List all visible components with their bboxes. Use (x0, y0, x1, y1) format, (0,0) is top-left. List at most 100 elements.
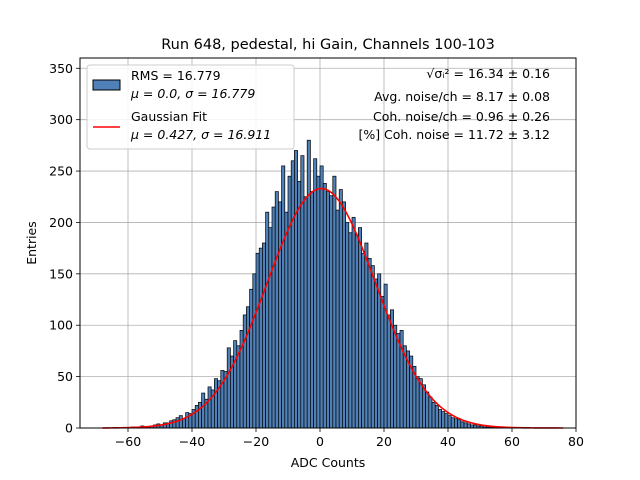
histogram-bar (329, 195, 334, 429)
annotation-coh-noise: Coh. noise/ch = 0.96 ± 0.26 (373, 109, 550, 124)
x-tick-label: 40 (440, 434, 456, 449)
histogram-bar (262, 242, 266, 429)
y-tick-label: 150 (49, 266, 73, 281)
histogram-bar (178, 415, 183, 429)
x-tick-label: 60 (504, 434, 520, 449)
histogram-bar (386, 314, 391, 429)
histogram-bar (274, 191, 279, 429)
histogram-bar (338, 189, 343, 429)
histogram-bars (130, 139, 503, 429)
annotation-coh-noise-percent: [%] Coh. noise = 11.72 ± 3.12 (358, 127, 550, 142)
x-tick-label: 20 (376, 434, 392, 449)
y-tick-label: 250 (49, 164, 73, 179)
histogram-bar (396, 333, 401, 429)
histogram-bar (258, 247, 263, 429)
histogram-bar (255, 252, 260, 429)
histogram-bar (342, 201, 346, 429)
annotation-sigma: √σᵢ² = 16.34 ± 0.16 (426, 66, 550, 81)
noise-annotations: √σᵢ² = 16.34 ± 0.16 Avg. noise/ch = 8.17… (358, 66, 550, 142)
histogram-bar (441, 411, 446, 429)
x-tick-label: −60 (115, 434, 141, 449)
histogram-bar (364, 242, 369, 429)
histogram-bar (175, 417, 180, 429)
histogram-bar (268, 227, 273, 429)
histogram-bar (434, 405, 439, 429)
histogram-bar (294, 150, 298, 429)
histogram-bar (306, 139, 311, 429)
histogram-bar (246, 306, 250, 429)
histogram-bar (249, 288, 254, 429)
histogram-bar (460, 421, 465, 429)
histogram-bar (345, 222, 350, 429)
legend-label-fit-params: μ = 0.427, σ = 16.911 (130, 127, 271, 142)
plot-frame (79, 57, 577, 429)
histogram-bar (278, 201, 282, 429)
histogram-bar (351, 216, 356, 429)
y-tick-label: 50 (57, 369, 73, 384)
legend-label-histogram: RMS = 16.779 (131, 68, 221, 83)
y-axis-ticks: 0 50 100 150 200 250 300 350 (49, 61, 80, 436)
histogram-bar (447, 415, 452, 429)
histogram-bar (198, 401, 202, 429)
histogram-bar (322, 183, 327, 429)
histogram-bar (444, 413, 449, 429)
histogram-bar (252, 273, 257, 429)
legend-label-fit: Gaussian Fit (131, 109, 207, 124)
x-tick-label: −20 (243, 434, 269, 449)
histogram-bar (207, 386, 212, 429)
histogram-bar (466, 423, 471, 429)
y-tick-label: 200 (49, 215, 73, 230)
histogram-bar (415, 376, 420, 429)
histogram-bar (303, 196, 308, 429)
histogram-bar (326, 191, 330, 429)
histogram-bar (284, 211, 289, 429)
histogram-bar (374, 278, 378, 429)
y-tick-label: 0 (65, 421, 73, 436)
annotation-avg-noise: Avg. noise/ch = 8.17 ± 0.08 (374, 89, 550, 104)
histogram-bar (287, 175, 292, 429)
histogram-bar (271, 206, 276, 429)
histogram-bar (233, 340, 238, 429)
annotation-sigma-value: = 16.34 ± 0.16 (450, 66, 551, 81)
histogram-bar (290, 160, 295, 429)
histogram-bar (348, 232, 353, 429)
x-axis-label: ADC Counts (291, 455, 366, 470)
histogram-bar (214, 378, 218, 429)
x-tick-label: −40 (179, 434, 205, 449)
histogram-bar (422, 384, 426, 429)
legend-label-histogram-params: μ = 0.0, σ = 16.779 (130, 86, 255, 101)
histogram-bar (454, 418, 458, 429)
histogram-bar (380, 296, 385, 429)
histogram-bar (226, 347, 231, 429)
histogram-bar (361, 252, 366, 429)
histogram-bar (457, 419, 462, 429)
histogram-bar (185, 412, 190, 429)
histogram-bar (393, 324, 398, 429)
histogram-bar (316, 175, 321, 429)
y-tick-label: 300 (49, 112, 73, 127)
histogram-bar (332, 175, 337, 429)
x-tick-label: 0 (316, 434, 324, 449)
x-tick-label: 80 (568, 434, 584, 449)
histogram-bar (463, 422, 468, 429)
gaussian-fit-line (102, 187, 564, 429)
histogram-bar (265, 211, 270, 429)
chart-title: Run 648, pedestal, hi Gain, Channels 100… (161, 37, 495, 53)
histogram-bar (281, 165, 286, 429)
histogram-bar (201, 392, 206, 429)
histogram-bar (335, 209, 340, 429)
histogram-bar (370, 265, 375, 429)
histogram-bar (300, 155, 305, 429)
histogram-bar (319, 165, 324, 429)
y-axis-label: Entries (24, 221, 39, 265)
histogram-bar (242, 314, 247, 429)
y-tick-label: 350 (49, 61, 73, 76)
histogram-bar (428, 396, 433, 429)
legend-swatch-histogram (92, 79, 121, 91)
y-tick-label: 100 (49, 318, 73, 333)
legend: RMS = 16.779 μ = 0.0, σ = 16.779 Gaussia… (86, 64, 295, 150)
x-axis-ticks: −60 −40 −20 0 20 40 60 80 (115, 428, 584, 449)
histogram-bar (182, 418, 186, 429)
histogram-bar (194, 405, 199, 429)
